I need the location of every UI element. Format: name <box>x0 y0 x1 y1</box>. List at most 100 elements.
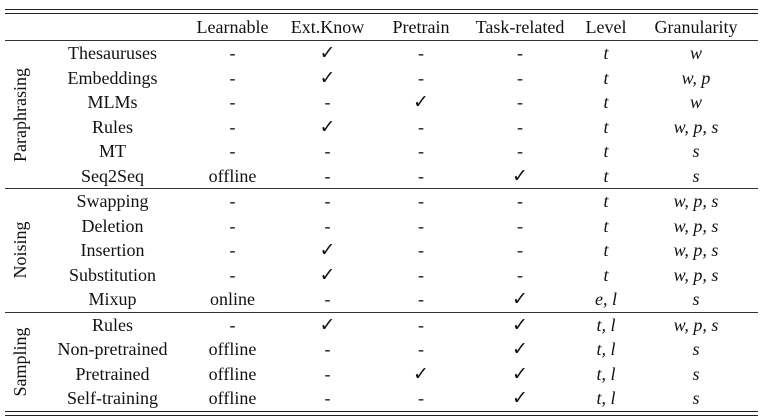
ext-know-cell: - <box>324 215 331 236</box>
pretrain-cell: - <box>418 339 424 359</box>
pretrain-cell: - <box>418 67 424 88</box>
learnable-cell: - <box>229 264 236 285</box>
task-related-cell: - <box>517 240 523 260</box>
check-icon: ✓ <box>319 115 336 138</box>
check-icon: ✓ <box>512 164 528 187</box>
method-cell: Pretrained <box>75 363 150 384</box>
pretrain-cell: - <box>418 240 424 260</box>
level-cell: t <box>603 67 609 88</box>
granularity-cell: w, p, s <box>634 311 758 337</box>
learnable-header: Learnable <box>190 14 275 41</box>
table-row: Self-training offline - - ✓ t, l s <box>5 386 758 411</box>
group-label-cell: Paraphrasing <box>5 41 35 189</box>
level-cell: t, l <box>578 311 634 337</box>
learnable-cell: - <box>190 188 275 214</box>
level-cell: t <box>578 188 634 214</box>
learnable-cell: - <box>229 67 236 88</box>
top-double-rule <box>5 9 758 14</box>
check-icon: ✓ <box>275 311 380 337</box>
method-cell: Rules <box>91 116 133 137</box>
method-cell: Substitution <box>68 264 157 285</box>
granularity-header: Granularity <box>634 14 758 41</box>
learnable-cell: - <box>229 215 236 236</box>
table-row: MT - - - - t s <box>5 139 758 164</box>
level-cell: t <box>603 165 609 186</box>
ext-know-cell: - <box>275 188 380 214</box>
learnable-cell: offline <box>208 388 257 408</box>
method-cell: Non-pretrained <box>57 339 168 359</box>
table-row: Substitution - ✓ - - t w, p, s <box>5 263 758 288</box>
granularity-cell: w, p, s <box>673 215 719 236</box>
pretrain-cell: - <box>418 215 424 236</box>
learnable-cell: offline <box>208 363 257 384</box>
task-related-cell: - <box>517 264 523 285</box>
table-row: Seq2Seq offline - - ✓ t s <box>5 164 758 189</box>
level-cell: t <box>603 240 609 260</box>
level-cell: t <box>603 141 609 161</box>
task-related-cell: - <box>517 92 523 112</box>
granularity-cell: w, p, s <box>634 188 758 214</box>
task-related-cell: - <box>517 67 523 88</box>
group-label: Paraphrasing <box>9 67 30 162</box>
check-icon: ✓ <box>512 338 528 360</box>
learnable-cell: - <box>190 311 275 337</box>
table-row: MLMs - - ✓ - t w <box>5 90 758 115</box>
level-cell: t <box>603 264 609 285</box>
task-related-header: Task-related <box>462 14 578 41</box>
granularity-cell: s <box>692 339 700 359</box>
task-related-cell: - <box>517 116 523 137</box>
group-label-cell: Noising <box>5 188 35 312</box>
bottom-double-rule <box>5 410 758 416</box>
method-cell: Embeddings <box>67 67 158 88</box>
granularity-cell: w, p, s <box>673 116 719 137</box>
level-cell: t <box>603 43 609 63</box>
level-cell: t <box>603 116 609 137</box>
group-label: Sampling <box>9 326 30 397</box>
learnable-cell: - <box>229 141 236 161</box>
pretrain-cell: - <box>418 141 424 161</box>
check-icon: ✓ <box>512 387 528 409</box>
granularity-cell: w, p, s <box>673 264 719 285</box>
task-related-cell: - <box>517 141 523 161</box>
ext-know-cell: - <box>324 363 331 384</box>
method-header <box>35 14 190 41</box>
task-related-cell: - <box>462 188 578 214</box>
learnable-cell: - <box>229 92 236 112</box>
ext-know-cell: - <box>324 289 331 309</box>
granularity-cell: w <box>689 43 702 63</box>
granularity-cell: s <box>692 141 700 161</box>
augmentation-methods-table: Learnable Ext.Know Pretrain Task-related Lev… <box>5 14 758 411</box>
group-header <box>5 14 35 41</box>
table-row: Non-pretrained offline - - ✓ t, l s <box>5 337 758 362</box>
granularity-cell: w, p, s <box>673 240 719 260</box>
table-row: Rules - ✓ - - t w, p, s <box>5 115 758 140</box>
pretrain-cell: - <box>418 116 424 137</box>
granularity-cell: s <box>692 388 700 408</box>
method-cell: Rules <box>35 311 190 337</box>
method-cell: MT <box>99 141 126 161</box>
learnable-cell: - <box>229 116 236 137</box>
level-cell: t, l <box>596 388 616 408</box>
pretrain-cell: - <box>418 388 424 408</box>
learnable-cell: - <box>229 43 236 63</box>
table-row: Paraphrasing Thesauruses - ✓ - - t w <box>5 41 758 161</box>
group-label-cell: Sampling <box>5 311 35 411</box>
task-related-cell: - <box>517 215 523 236</box>
check-icon: ✓ <box>512 288 528 310</box>
ext-know-cell: - <box>324 339 331 359</box>
method-cell: Insertion <box>80 240 145 260</box>
table-row: Deletion - - - - t w, p, s <box>5 214 758 239</box>
level-cell: t, l <box>596 363 616 384</box>
check-icon: ✓ <box>319 239 336 261</box>
header-row: Learnable Ext.Know Pretrain Task-related Lev… <box>5 14 758 41</box>
method-cell: Deletion <box>81 215 144 236</box>
pretrain-cell: - <box>418 43 424 63</box>
check-icon: ✓ <box>319 42 336 64</box>
check-icon: ✓ <box>319 66 336 89</box>
learnable-cell: - <box>229 240 236 260</box>
table-row: Embeddings - ✓ - - t w, p <box>5 66 758 91</box>
ext-know-cell: - <box>324 165 331 186</box>
learnable-cell: offline <box>208 339 257 359</box>
group-label: Noising <box>9 221 30 279</box>
level-cell: t <box>603 92 609 112</box>
